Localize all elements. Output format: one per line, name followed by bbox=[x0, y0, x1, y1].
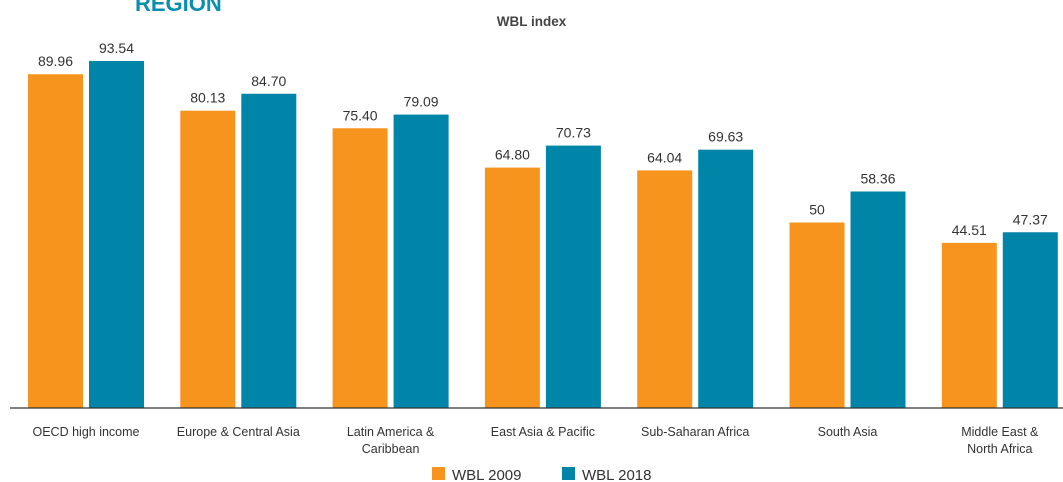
value-label: 70.73 bbox=[556, 125, 591, 141]
bar bbox=[1002, 232, 1058, 408]
chart-subtitle: WBL index bbox=[496, 14, 567, 29]
legend-swatch bbox=[562, 467, 575, 480]
value-label: 64.80 bbox=[495, 147, 530, 163]
value-label: 89.96 bbox=[38, 53, 73, 69]
bar bbox=[332, 128, 388, 409]
value-label: 79.09 bbox=[404, 94, 439, 110]
x-tick-label: East Asia & Pacific bbox=[490, 425, 595, 439]
x-tick-label: Europe & Central Asia bbox=[176, 425, 300, 439]
value-label: 75.40 bbox=[343, 107, 378, 123]
x-tick-label: Latin America & Caribbean bbox=[346, 425, 435, 456]
value-label: 80.13 bbox=[190, 90, 225, 106]
legend-label: WBL 2009 bbox=[452, 467, 522, 482]
bar bbox=[180, 110, 236, 408]
bar bbox=[637, 170, 693, 408]
value-label: 84.70 bbox=[251, 73, 286, 89]
bar bbox=[545, 145, 601, 408]
bar bbox=[941, 242, 997, 408]
legend-label: WBL 2018 bbox=[582, 467, 652, 482]
bar bbox=[698, 149, 754, 408]
bar bbox=[484, 167, 540, 408]
value-label: 44.51 bbox=[952, 222, 987, 238]
x-tick-label: Middle East & North Africa bbox=[961, 425, 1039, 456]
bar bbox=[393, 114, 449, 408]
value-label: 93.54 bbox=[99, 40, 134, 56]
chart-title: REGION bbox=[135, 0, 222, 16]
value-label: 50 bbox=[809, 202, 825, 218]
bar bbox=[89, 60, 144, 408]
bar bbox=[241, 93, 297, 408]
value-label: 69.63 bbox=[708, 129, 743, 145]
bar bbox=[789, 222, 845, 408]
x-tick-label: South Asia bbox=[817, 425, 878, 439]
value-label: 58.36 bbox=[860, 170, 895, 186]
value-label: 47.37 bbox=[1013, 211, 1048, 227]
bar bbox=[28, 74, 83, 408]
x-tick-label: Sub-Saharan Africa bbox=[640, 425, 750, 439]
bar bbox=[850, 191, 906, 408]
x-tick-label: OECD high income bbox=[32, 425, 140, 439]
value-label: 64.04 bbox=[647, 149, 682, 165]
legend-swatch bbox=[432, 467, 445, 480]
